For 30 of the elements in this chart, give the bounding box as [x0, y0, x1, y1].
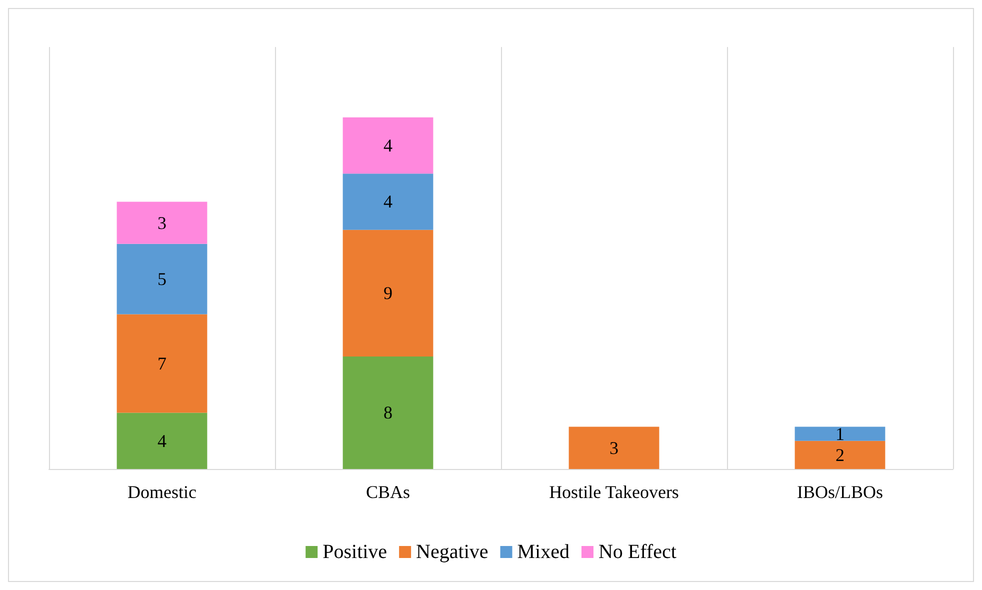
legend-label: Positive — [322, 541, 388, 563]
x-tick-label: CBAs — [366, 482, 410, 502]
bar — [342, 117, 434, 174]
data-label: 5 — [158, 269, 166, 290]
bar — [116, 244, 208, 314]
legend-label: Mixed — [517, 541, 570, 563]
bar — [342, 174, 434, 230]
data-label: 4 — [384, 135, 392, 156]
data-label: 2 — [836, 444, 844, 465]
data-label: 1 — [836, 424, 844, 444]
bar — [794, 440, 886, 469]
bar — [116, 202, 208, 244]
legend-label: Negative — [416, 541, 488, 563]
bar — [794, 426, 886, 441]
bar — [116, 412, 208, 469]
data-label: 3 — [158, 212, 166, 233]
data-label: 4 — [384, 192, 392, 212]
x-tick-label: IBOs/LBOs — [796, 482, 884, 502]
bar — [568, 426, 660, 469]
data-label: 3 — [610, 438, 618, 458]
bar — [342, 356, 434, 469]
legend-label: No Effect — [598, 541, 677, 563]
x-tick-label: Hostile Takeovers — [549, 482, 679, 502]
bar — [342, 230, 434, 356]
data-label: 8 — [384, 402, 392, 423]
data-label: 4 — [158, 430, 166, 451]
data-label: 9 — [384, 283, 392, 304]
bar — [116, 314, 208, 413]
x-tick-label: Domestic — [128, 482, 196, 502]
data-label: 7 — [158, 354, 166, 374]
